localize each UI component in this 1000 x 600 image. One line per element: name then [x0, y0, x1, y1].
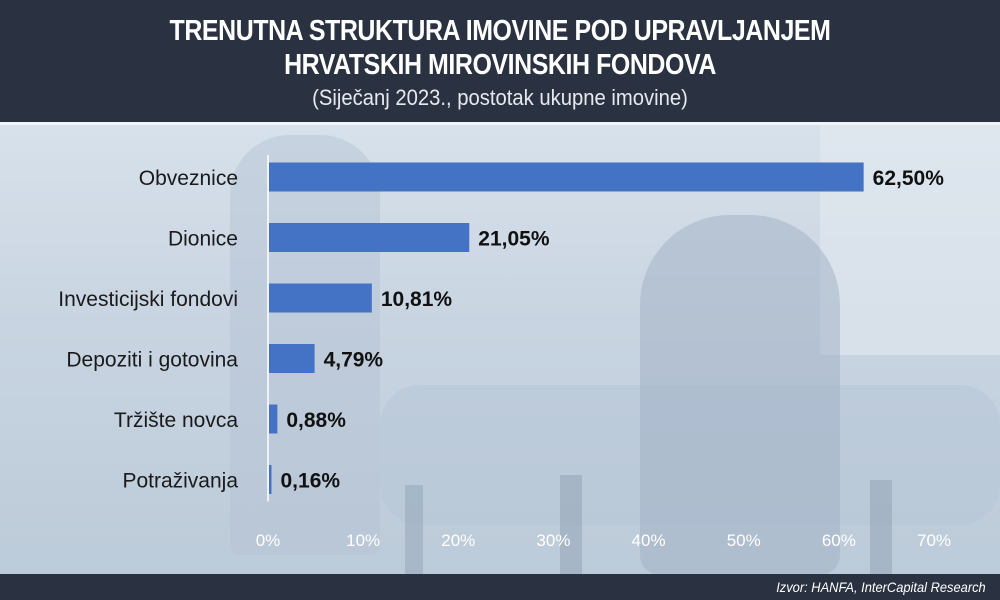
header-divider	[0, 122, 1000, 125]
category-label: Dionice	[168, 228, 238, 251]
chart-panel: Obveznice 62,50% Dionice 21,05% Investicijsk…	[0, 125, 1000, 574]
bar	[269, 465, 272, 494]
value-label: 0,88%	[286, 409, 346, 432]
category-label: Investicijski fondovi	[58, 288, 238, 311]
bar	[269, 344, 315, 373]
category-label: Potraživanja	[122, 470, 238, 493]
footer: Izvor: HANFA, InterCapital Research	[0, 574, 1000, 600]
category-label: Obveznice	[139, 167, 238, 190]
title-line-1: TRENUTNA STRUKTURA IMOVINE POD UPRAVLJAN…	[169, 15, 831, 47]
value-label: 4,79%	[324, 349, 384, 372]
category-label: Tržište novca	[114, 409, 238, 432]
x-tick-label: 40%	[632, 531, 666, 550]
subtitle: (Siječanj 2023., postotak ukupne imovine…	[312, 85, 688, 110]
source-note: Izvor: HANFA, InterCapital Research	[776, 579, 986, 595]
x-tick-label: 30%	[536, 531, 570, 550]
bar	[269, 283, 372, 313]
value-label: 10,81%	[381, 288, 453, 311]
title-line-2: HRVATSKIH MIROVINSKIH FONDOVA	[284, 49, 716, 81]
bar	[269, 223, 470, 252]
x-tick-label: 50%	[727, 531, 761, 550]
value-label: 21,05%	[478, 228, 550, 251]
bar-chart: Obveznice 62,50% Dionice 21,05% Investicijsk…	[58, 155, 951, 550]
value-label: 62,50%	[873, 167, 945, 190]
header: TRENUTNA STRUKTURA IMOVINE POD UPRAVLJAN…	[0, 0, 1000, 122]
bar	[269, 162, 864, 192]
x-tick-label: 70%	[917, 531, 951, 550]
x-tick-label: 10%	[346, 531, 380, 550]
bar	[269, 404, 278, 434]
value-label: 0,16%	[281, 470, 341, 493]
x-tick-label: 20%	[441, 531, 475, 550]
category-label: Depoziti i gotovina	[66, 349, 238, 372]
x-tick-label: 60%	[822, 531, 856, 550]
x-tick-label: 0%	[256, 531, 281, 550]
